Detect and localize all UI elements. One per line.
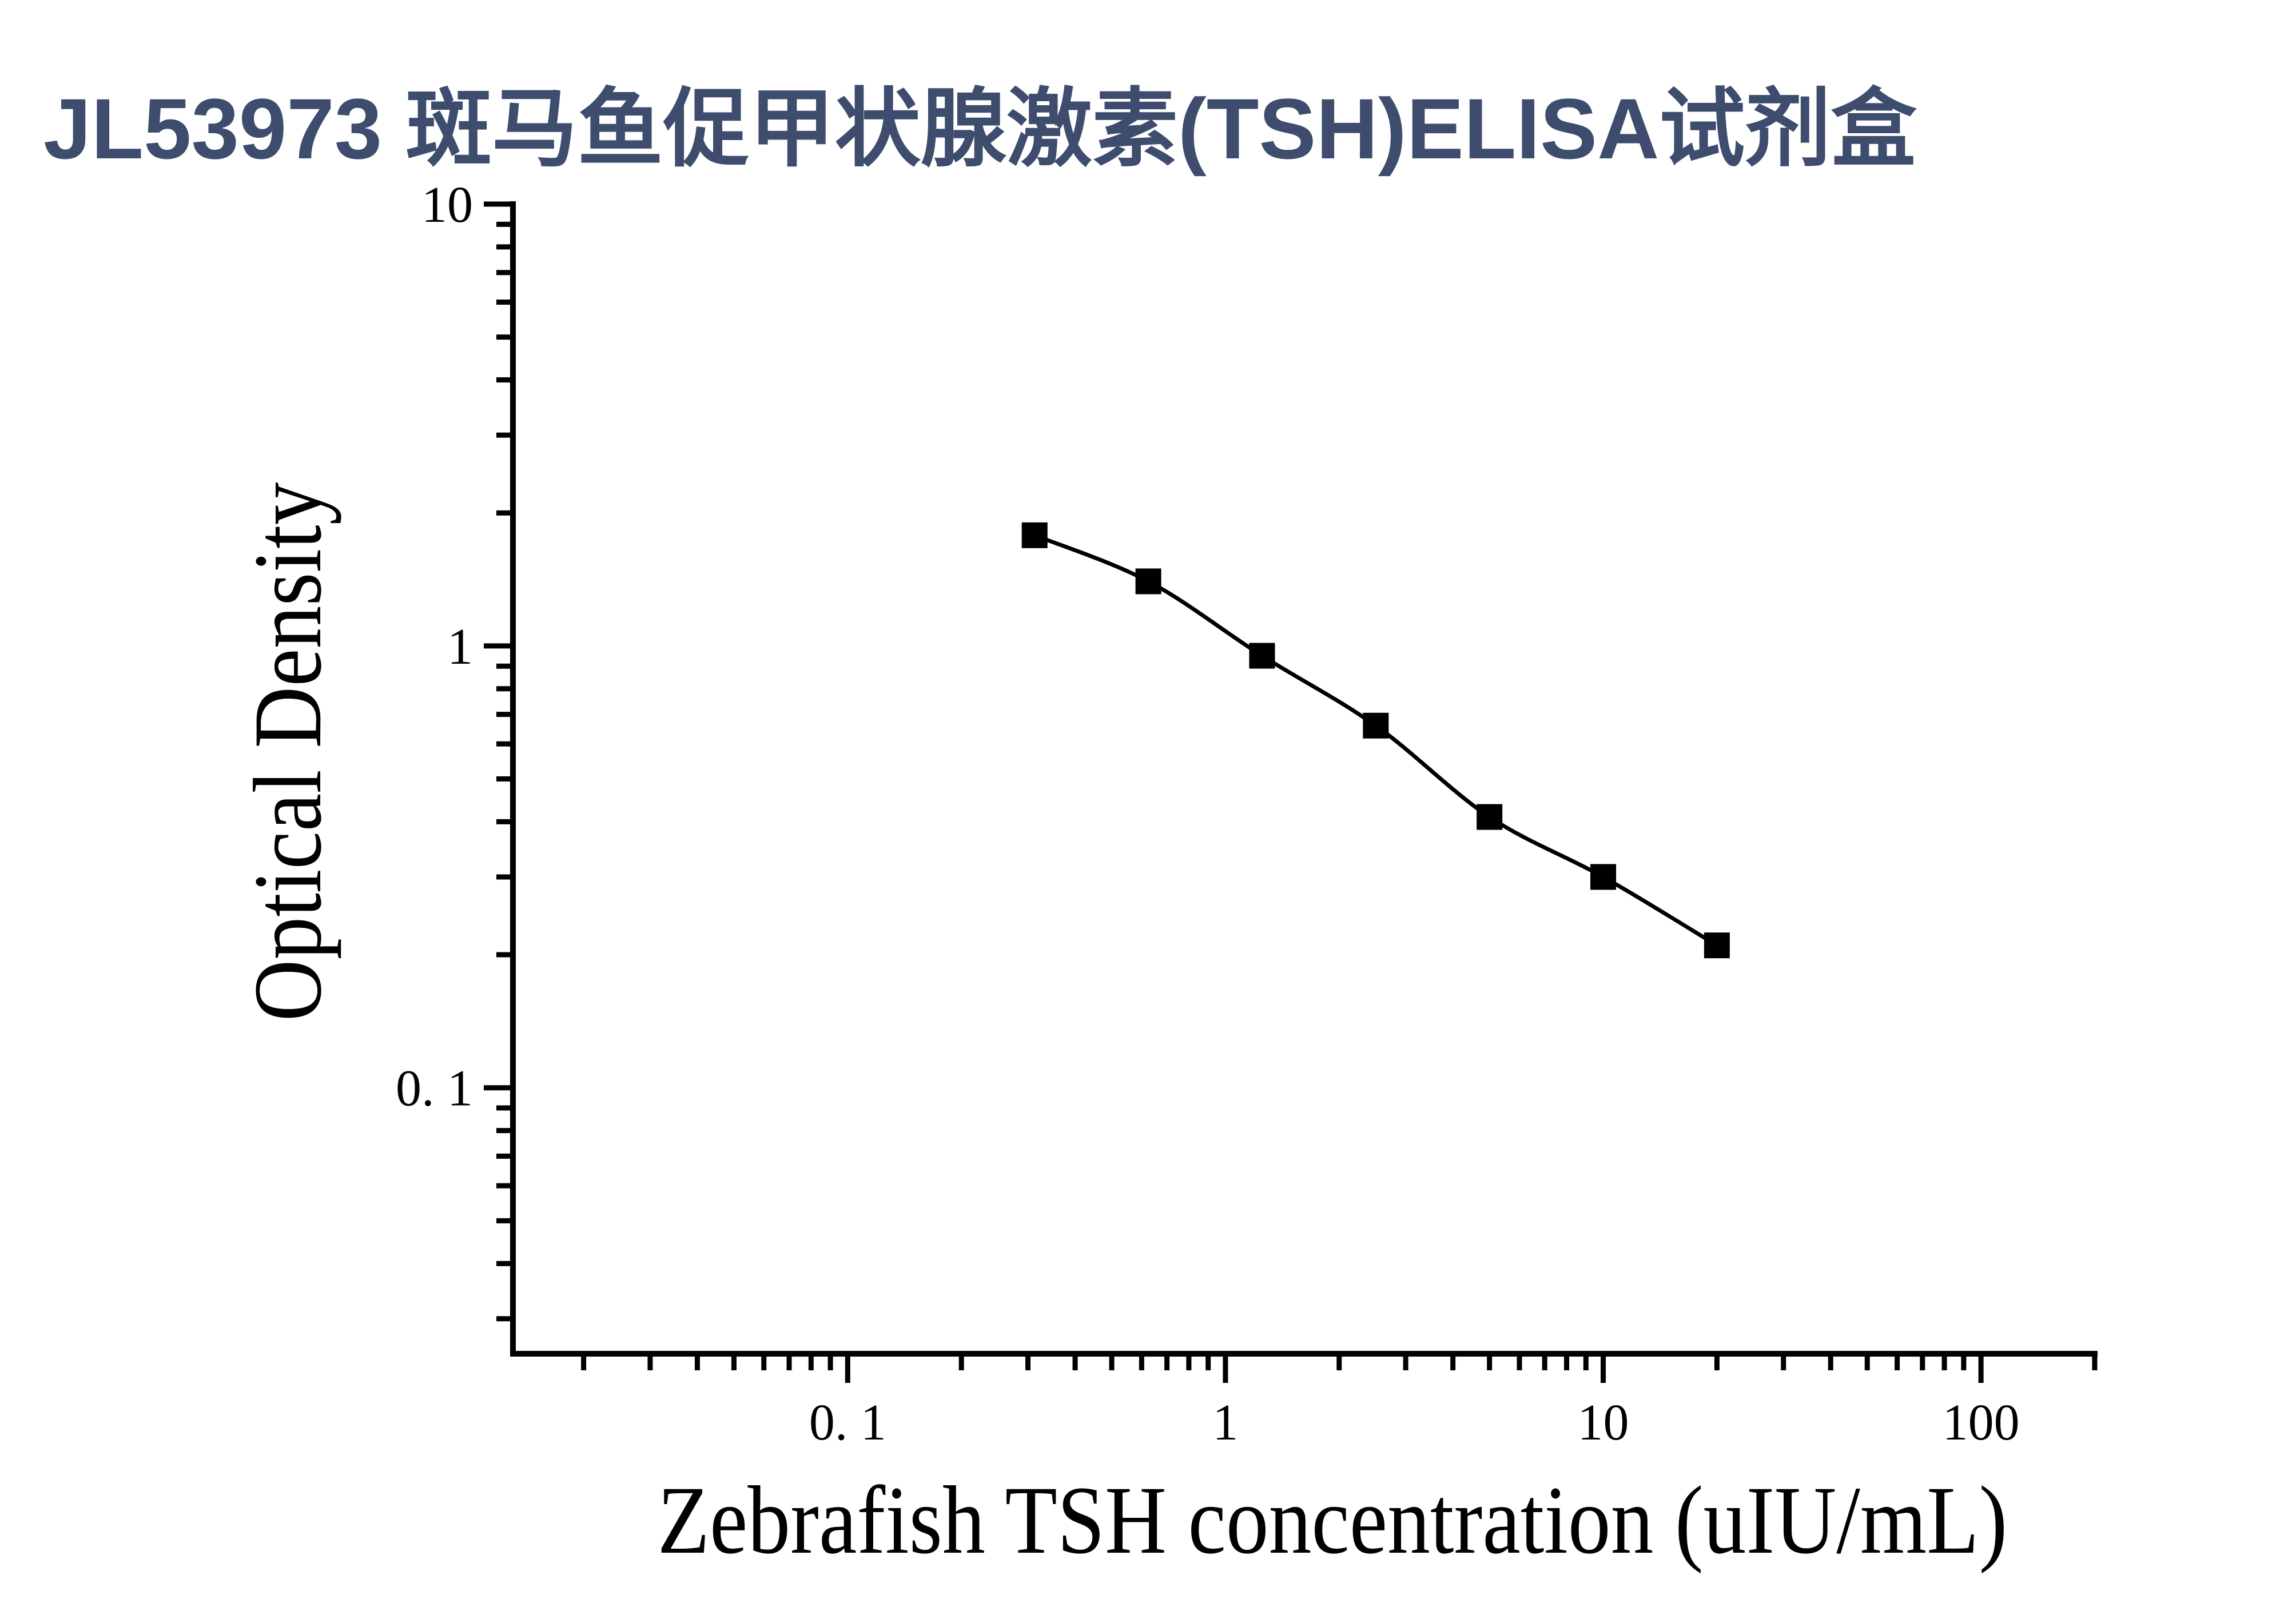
data-point-marker	[1363, 712, 1389, 739]
axes	[510, 201, 2098, 1357]
data-point-marker	[1704, 932, 1730, 959]
x-tick-label: 1	[1212, 1394, 1238, 1451]
x-tick-label: 0. 1	[809, 1394, 886, 1451]
tick-labels: 0. 1 1 10 100 10 1 0. 1	[396, 177, 2020, 1451]
page-title: JL53973 斑马鱼促甲状腺激素(TSH)ELISA试剂盒	[43, 80, 1917, 177]
y-tick-label: 10	[421, 177, 473, 233]
y-tick-label: 0. 1	[396, 1060, 473, 1117]
x-axis-title: Zebrafish TSH concentration (uIU/mL)	[658, 1466, 2008, 1574]
data-point-marker	[1249, 643, 1275, 669]
data-point-marker	[1477, 804, 1503, 830]
ticks	[484, 201, 2098, 1383]
data-point-marker	[1135, 568, 1161, 595]
x-tick-label: 10	[1578, 1394, 1629, 1451]
x-tick-label: 100	[1943, 1394, 2020, 1451]
data-point-marker	[1590, 864, 1617, 890]
data-point-markers	[1021, 522, 1730, 959]
y-axis-title: Optical Density	[233, 482, 341, 1021]
data-point-marker	[1021, 522, 1048, 548]
y-tick-label: 1	[447, 619, 473, 675]
